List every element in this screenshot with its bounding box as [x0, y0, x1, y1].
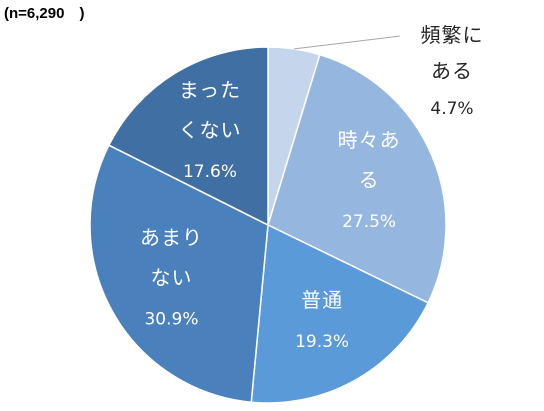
- leader-line: [294, 35, 401, 50]
- slice-value-label: 19.3%: [295, 332, 349, 352]
- slice-value-label: 17.6%: [183, 162, 237, 182]
- slice-category-label: まった: [179, 78, 241, 102]
- sample-size-label: (n=6,290 ): [4, 5, 85, 22]
- slice-category-label: ある: [431, 59, 473, 83]
- slice-value-label: 27.5%: [342, 212, 396, 232]
- pie-slice: [89, 144, 269, 404]
- slice-category-label: ない: [151, 266, 193, 290]
- slice-category-label: 頻繁に: [421, 23, 484, 47]
- slice-category-label: 時々あ: [338, 128, 401, 152]
- slice-value-label: 30.9%: [144, 310, 198, 330]
- slice-category-label: あまり: [140, 226, 203, 250]
- pie-slice: [250, 223, 430, 404]
- slice-category-label: くない: [179, 118, 242, 142]
- pie-slice: [107, 46, 269, 227]
- pie-slice: [267, 53, 447, 304]
- slice-category-label: る: [359, 168, 380, 192]
- slice-value-label: 4.7%: [430, 99, 473, 119]
- slice-category-label: 普通: [301, 288, 343, 312]
